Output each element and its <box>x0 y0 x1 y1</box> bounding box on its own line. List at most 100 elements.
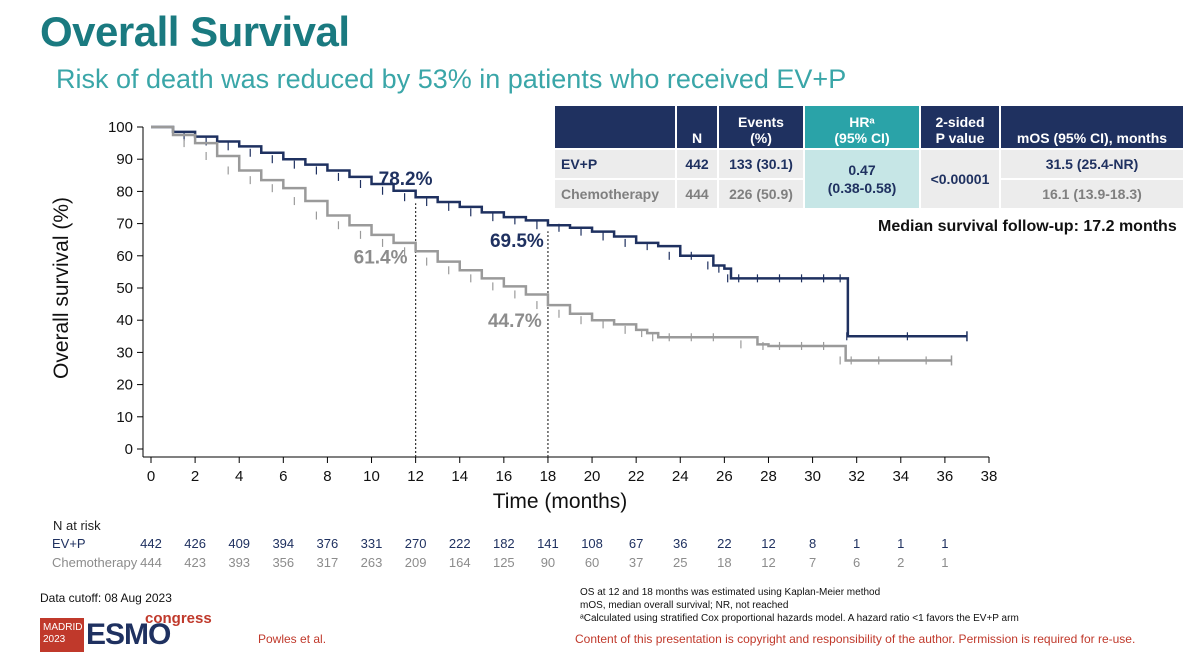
risk-count-evp: 1 <box>853 536 861 551</box>
y-tick-label: 20 <box>116 377 133 394</box>
footnote-abbrev: mOS, median overall survival; NR, not re… <box>580 600 789 611</box>
risk-label-chemo: Chemotherapy <box>52 555 138 570</box>
x-tick-label: 38 <box>981 468 998 485</box>
x-tick-label: 14 <box>451 468 468 485</box>
header-arm <box>555 106 675 148</box>
risk-count-evp: 270 <box>404 536 427 551</box>
risk-count-evp: 182 <box>492 536 515 551</box>
x-tick-label: 2 <box>191 468 199 485</box>
x-tick-label: 28 <box>760 468 777 485</box>
km-chart: 0 2 4 6 8 10 12 14 16 18 20 22 24 26 28 30 32 34 36 3801020… <box>50 119 998 513</box>
risk-count-evp: 108 <box>581 536 603 551</box>
annotation-label: 61.4% <box>354 247 408 268</box>
table-header-row: N Events (%) HRᵃ (95% CI) 2-sided P value m… <box>555 106 1183 148</box>
risk-count-evp: 222 <box>448 536 471 551</box>
y-tick-label: 30 <box>116 344 133 361</box>
y-tick-label: 10 <box>116 409 133 426</box>
series-line-chemotherapy <box>151 125 952 362</box>
risk-count-evp: 376 <box>316 536 339 551</box>
y-tick-label: 70 <box>116 216 133 233</box>
header-mos: mOS (95% CI), months <box>1001 106 1183 148</box>
x-tick-label: 34 <box>892 468 909 485</box>
risk-count-chemo: 1 <box>941 555 949 570</box>
y-tick-label: 100 <box>108 119 133 136</box>
risk-count-evp: 1 <box>941 536 949 551</box>
header-hr: HRᵃ (95% CI) <box>805 106 919 148</box>
risk-count-chemo: 209 <box>404 555 427 570</box>
risk-count-chemo: 356 <box>272 555 295 570</box>
esmo-logo: MADRID 2023 ESMO congress <box>40 610 215 654</box>
risk-count-chemo: 7 <box>808 555 817 570</box>
row-arm: Chemotherapy <box>555 180 675 208</box>
risk-count-evp: 1 <box>897 536 905 551</box>
row-mos: 16.1 (13.9-18.3) <box>1001 180 1183 208</box>
x-tick-label: 4 <box>235 468 243 485</box>
row-n: 444 <box>677 180 717 208</box>
x-tick-label: 8 <box>323 468 331 485</box>
y-tick-label: 80 <box>116 183 133 200</box>
risk-count-chemo: 18 <box>717 555 732 570</box>
annotation-label: 69.5% <box>490 231 544 252</box>
row-mos: 31.5 (25.4-NR) <box>1001 150 1183 178</box>
risk-count-chemo: 317 <box>316 555 339 570</box>
x-tick-label: 26 <box>716 468 733 485</box>
risk-label-evp: EV+P <box>52 536 86 551</box>
risk-count-chemo: 6 <box>853 555 861 570</box>
page-subtitle: Risk of death was reduced by 53% in pati… <box>56 64 847 94</box>
table-row: Chemotherapy 444 226 (50.9) 16.1 (13.9-1… <box>555 180 1183 208</box>
risk-count-chemo: 263 <box>360 555 383 570</box>
annotation-label: 44.7% <box>488 311 542 332</box>
x-tick-label: 32 <box>848 468 865 485</box>
row-events: 133 (30.1) <box>719 150 803 178</box>
footnote-km: OS at 12 and 18 months was estimated usi… <box>580 587 881 598</box>
x-tick-label: 6 <box>279 468 287 485</box>
x-tick-label: 30 <box>804 468 821 485</box>
author-credit: Powles et al. <box>258 632 327 646</box>
x-tick-label: 22 <box>628 468 645 485</box>
y-tick-label: 0 <box>125 441 133 458</box>
data-cutoff: Data cutoff: 08 Aug 2023 <box>40 591 172 605</box>
hr-cell: 0.47 (0.38-0.58) <box>805 150 919 208</box>
x-tick-label: 18 <box>540 468 557 485</box>
risk-count-evp: 331 <box>360 536 383 551</box>
risk-count-chemo: 393 <box>228 555 251 570</box>
risk-count-chemo: 444 <box>140 555 162 570</box>
results-table: N Events (%) HRᵃ (95% CI) 2-sided P value m… <box>553 104 1185 210</box>
risk-count-chemo: 90 <box>540 555 556 570</box>
header-p: 2-sided P value <box>921 106 999 148</box>
x-tick-label: 24 <box>672 468 689 485</box>
risk-count-chemo: 37 <box>628 555 644 570</box>
risk-count-evp: 442 <box>140 536 162 551</box>
series-line-evp <box>151 125 967 338</box>
logo-wordmark: ESMO <box>86 618 171 651</box>
risk-count-evp: 394 <box>272 536 295 551</box>
risk-count-evp: 141 <box>537 536 559 551</box>
risk-title: N at risk <box>53 518 101 533</box>
footnote-hr: ᵃCalculated using stratified Cox proport… <box>580 613 1019 624</box>
risk-count-evp: 22 <box>717 536 732 551</box>
x-tick-label: 36 <box>937 468 954 485</box>
risk-count-chemo: 164 <box>448 555 471 570</box>
risk-count-evp: 8 <box>808 536 817 551</box>
table-row: EV+P 442 133 (30.1) 0.47 (0.38-0.58) <0.0… <box>555 150 1183 208</box>
x-tick-label: 16 <box>495 468 512 485</box>
risk-count-evp: 67 <box>628 536 644 551</box>
risk-count-evp: 426 <box>184 536 206 551</box>
logo-badge: MADRID 2023 <box>40 618 84 652</box>
risk-count-chemo: 12 <box>761 555 776 570</box>
risk-count-chemo: 423 <box>184 555 206 570</box>
risk-count-chemo: 2 <box>897 555 905 570</box>
y-tick-label: 50 <box>116 280 133 297</box>
x-tick-label: 0 <box>147 468 155 485</box>
risk-count-chemo: 60 <box>584 555 600 570</box>
x-axis-label: Time (months) <box>493 490 628 513</box>
annotation-label: 78.2% <box>379 169 433 190</box>
risk-count-evp: 12 <box>761 536 776 551</box>
page-title: Overall Survival <box>40 8 350 55</box>
x-tick-label: 20 <box>584 468 601 485</box>
row-events: 226 (50.9) <box>719 180 803 208</box>
y-axis-label: Overall survival (%) <box>50 197 73 379</box>
row-arm: EV+P <box>555 150 675 178</box>
header-events: Events (%) <box>719 106 803 148</box>
risk-count-chemo: 125 <box>492 555 515 570</box>
